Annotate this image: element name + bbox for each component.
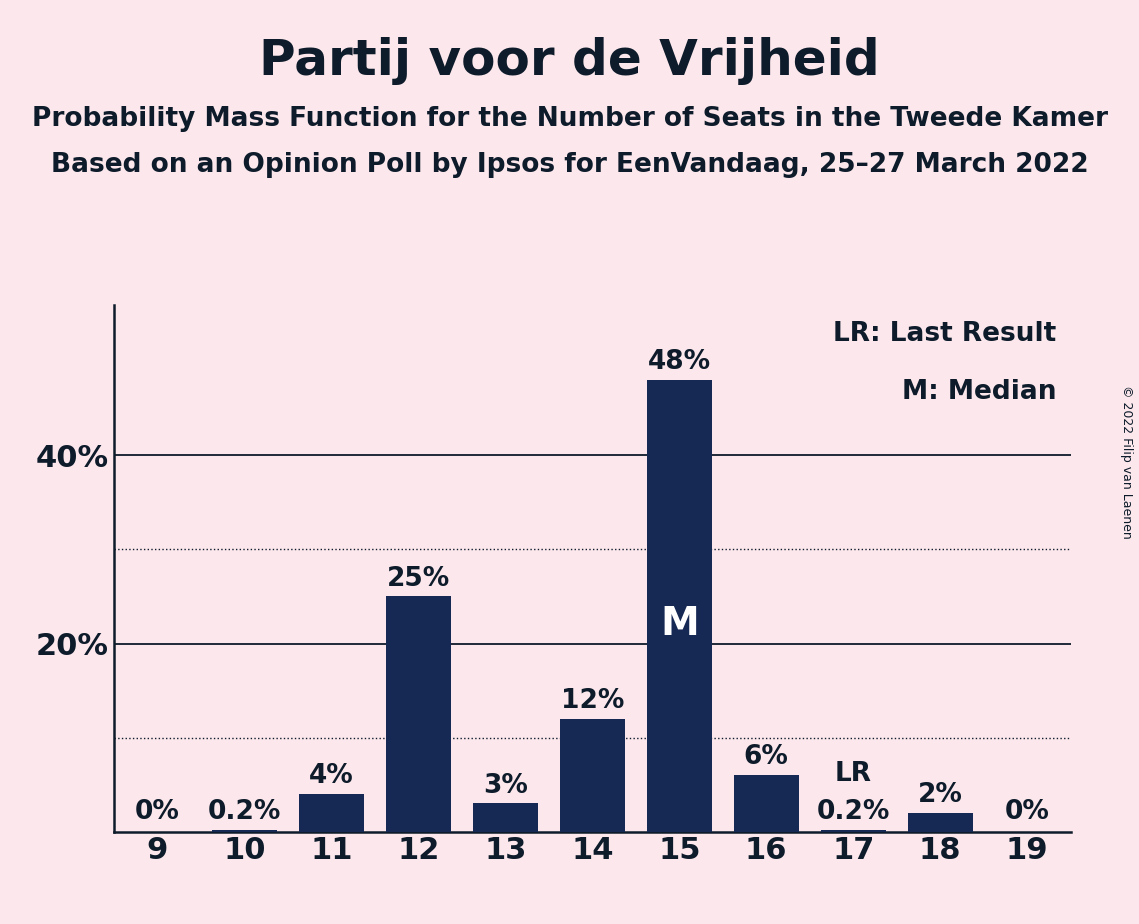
Text: 12%: 12% xyxy=(560,688,624,714)
Text: Based on an Opinion Poll by Ipsos for EenVandaag, 25–27 March 2022: Based on an Opinion Poll by Ipsos for Ee… xyxy=(51,152,1088,177)
Bar xyxy=(298,794,364,832)
Text: 6%: 6% xyxy=(744,745,788,771)
Text: LR: Last Result: LR: Last Result xyxy=(833,321,1056,346)
Text: 25%: 25% xyxy=(387,565,450,591)
Text: 4%: 4% xyxy=(309,763,354,789)
Text: 48%: 48% xyxy=(648,349,711,375)
Text: 0.2%: 0.2% xyxy=(207,799,281,825)
Text: 0%: 0% xyxy=(1005,799,1050,825)
Bar xyxy=(820,830,886,832)
Text: 0%: 0% xyxy=(134,799,180,825)
Text: 2%: 2% xyxy=(918,782,962,808)
Bar xyxy=(473,803,538,832)
Text: 3%: 3% xyxy=(483,772,527,798)
Text: LR: LR xyxy=(835,761,871,787)
Text: M: Median: M: Median xyxy=(902,379,1056,405)
Bar xyxy=(212,830,277,832)
Text: © 2022 Filip van Laenen: © 2022 Filip van Laenen xyxy=(1121,385,1133,539)
Text: M: M xyxy=(659,605,698,643)
Bar xyxy=(734,775,798,832)
Text: Probability Mass Function for the Number of Seats in the Tweede Kamer: Probability Mass Function for the Number… xyxy=(32,106,1107,132)
Bar xyxy=(386,597,451,832)
Bar xyxy=(559,719,625,832)
Bar xyxy=(908,813,973,832)
Text: 0.2%: 0.2% xyxy=(817,799,890,825)
Text: Partij voor de Vrijheid: Partij voor de Vrijheid xyxy=(260,37,879,85)
Bar xyxy=(647,380,712,832)
